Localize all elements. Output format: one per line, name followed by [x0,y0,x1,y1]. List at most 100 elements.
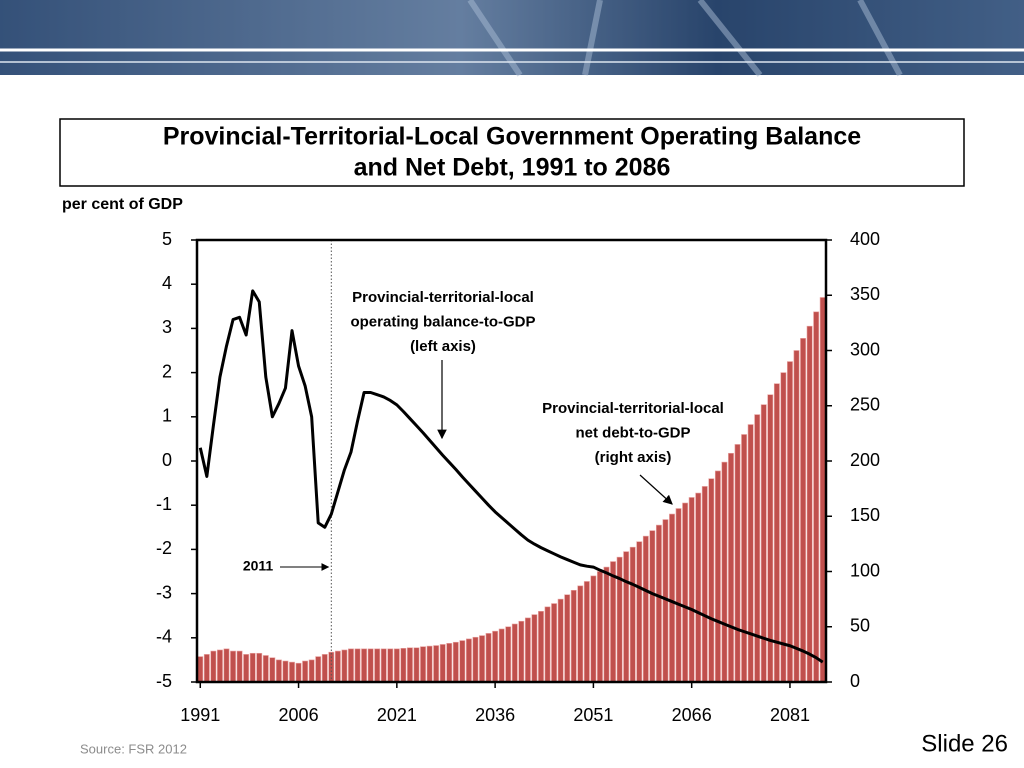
bar [544,606,551,683]
bar [649,530,656,683]
bar [669,513,675,683]
bar [420,646,426,683]
bar [374,648,381,683]
bar [217,649,223,683]
bar [282,660,289,683]
x-tick-label: 2051 [573,705,613,725]
bar [479,635,485,683]
y-tick-label: 0 [162,450,172,470]
bar [577,585,584,683]
bar [459,640,466,683]
bar [249,652,256,683]
bar [714,470,721,683]
bar [642,535,649,683]
slide-number: Slide 26 [921,730,1008,757]
bar [295,662,302,683]
bar [256,652,263,683]
y-tick-label: -5 [156,671,172,691]
y-tick-label: -3 [156,582,172,602]
bar [275,659,282,683]
title-box [59,118,965,187]
bar [570,589,577,683]
bar [380,648,387,683]
y2-tick-label: 200 [850,450,880,470]
annotation: operating balance-to-GDP [350,313,535,330]
source-note: Source: FSR 2012 [80,741,187,756]
bar [354,648,361,683]
bar [590,575,597,683]
x-tick-label: 2021 [377,705,417,725]
bar [505,626,512,683]
bar [269,657,276,683]
bar [321,654,328,683]
y2-tick-label: 400 [850,229,880,249]
annotation: net debt-to-GDP [576,424,691,441]
bar [538,610,544,683]
y-tick-label: 5 [162,229,172,249]
header-banner [0,0,1024,77]
bar [223,648,230,683]
bar [446,643,453,683]
bar [793,350,800,683]
bar [721,461,728,683]
annotation: (left axis) [410,338,476,355]
bar [682,502,689,683]
bar [518,620,525,683]
y-tick-label: 3 [162,317,172,337]
bar [393,648,400,683]
x-tick-label: 1991 [180,705,220,725]
bar [197,656,204,683]
bar [452,641,459,683]
bar [361,648,367,683]
bar [230,650,236,683]
bar [498,628,505,683]
y2-tick-label: 250 [850,395,880,415]
bar [433,645,440,683]
bar [236,650,243,683]
bar [289,661,295,683]
bar [780,372,787,683]
bar [800,338,806,683]
y2-tick-label: 150 [850,505,880,525]
bar [629,546,636,683]
bar [557,598,564,683]
bar [413,647,420,683]
bar [551,603,558,683]
y2-tick-label: 350 [850,284,880,304]
bar [583,581,590,683]
bar [524,617,531,683]
bar [531,614,538,683]
bar [656,524,662,683]
bar [492,630,499,683]
bar [564,594,571,683]
bar [485,633,492,683]
bar [387,648,394,683]
bar [806,325,813,683]
bar [308,659,315,683]
y-tick-label: 4 [162,273,172,293]
line [198,289,824,664]
bar [773,383,780,683]
slide-title: and Net Debt, 1991 to 2086 [354,154,671,182]
bar [636,541,643,683]
bar [734,444,741,683]
y2-tick-label: 100 [850,560,880,580]
bar [262,655,269,683]
bar [367,648,374,683]
y-tick-label: 2 [162,361,172,381]
bar [787,361,793,683]
bar [675,508,682,683]
y-tick-label: 1 [162,406,172,426]
bar [701,486,708,683]
bar [597,571,603,683]
x-tick-label: 2081 [770,705,810,725]
bar [472,636,479,683]
bar [334,650,341,683]
slide-title: Provincial-Territorial-Local Government … [163,123,861,151]
y-tick-label: -4 [156,627,172,647]
bar [708,478,715,683]
x-tick-label: 2036 [475,705,515,725]
y2-tick-label: 0 [850,671,860,691]
bar [623,551,630,683]
bar [819,297,826,683]
